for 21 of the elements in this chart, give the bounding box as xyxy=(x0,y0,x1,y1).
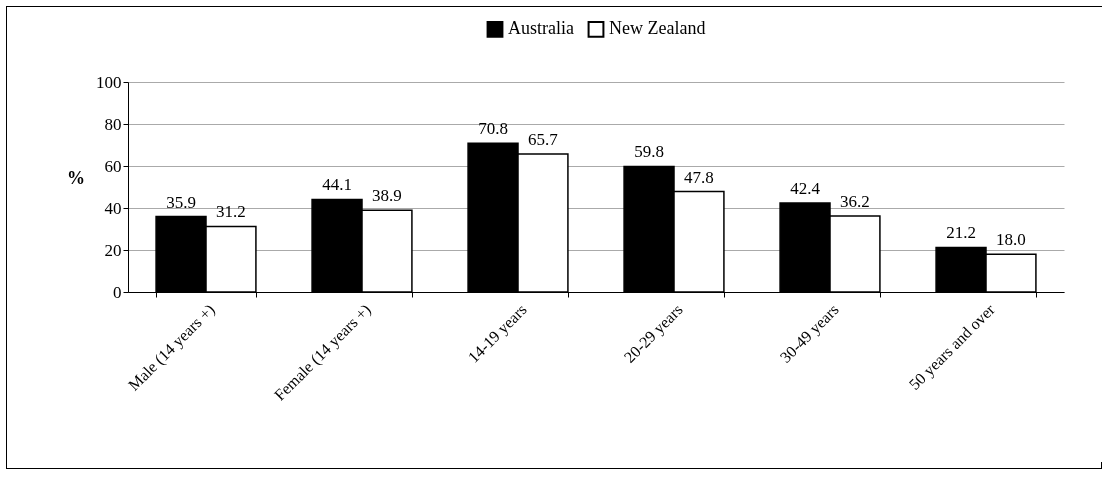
y-tick-label: 60 xyxy=(104,156,122,176)
y-tick-label: 40 xyxy=(104,198,122,218)
data-label: 70.8 xyxy=(478,119,508,139)
data-label: 18.0 xyxy=(996,230,1026,250)
data-label: 35.9 xyxy=(166,192,196,212)
data-label: 42.4 xyxy=(790,178,821,198)
data-label: 21.2 xyxy=(946,223,976,243)
y-tick-label: 100 xyxy=(96,72,122,92)
y-tick-label: 20 xyxy=(104,240,122,260)
data-label: 65.7 xyxy=(528,130,559,150)
data-label: 44.1 xyxy=(322,175,352,195)
data-label: 47.8 xyxy=(684,167,714,187)
data-label: 36.2 xyxy=(840,191,870,211)
y-axis-title: % xyxy=(67,167,85,188)
y-tick-label: 80 xyxy=(104,114,122,134)
legend-label: New Zealand xyxy=(609,18,706,39)
data-label: 31.2 xyxy=(216,202,246,222)
data-label: 38.9 xyxy=(372,186,402,206)
legend-label: Australia xyxy=(508,18,574,39)
y-tick-label: 0 xyxy=(113,282,122,302)
data-label: 59.8 xyxy=(634,142,664,162)
